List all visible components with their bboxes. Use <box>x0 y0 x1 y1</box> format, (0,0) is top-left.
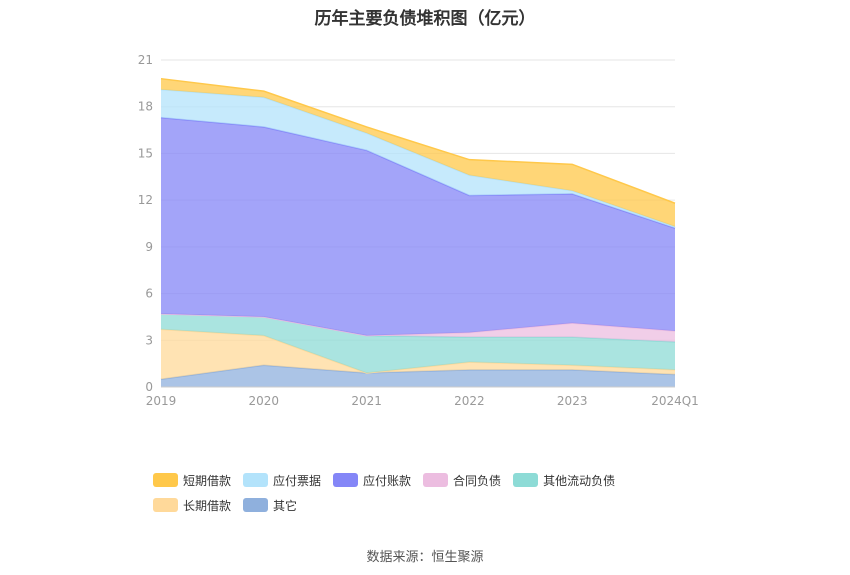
legend-item[interactable]: 合同负债 <box>423 473 502 488</box>
y-tick-label: 0 <box>145 380 153 394</box>
x-tick-label: 2023 <box>557 394 588 408</box>
axes: 0 3 6 9 12 15 18 21 2019 2020 2021 2022 2023 2024Q1 <box>138 53 699 408</box>
legend-item[interactable]: 其他流动负债 <box>513 473 616 488</box>
area-series-1 <box>161 329 675 380</box>
legend-item[interactable]: 其它 <box>243 498 298 513</box>
x-tick-label: 2019 <box>146 394 177 408</box>
legend-label: 短期借款 <box>183 473 232 488</box>
legend-swatch <box>423 473 449 487</box>
y-tick-label: 3 <box>145 333 153 347</box>
y-tick-label: 15 <box>138 146 153 160</box>
x-tick-label: 2020 <box>249 394 280 408</box>
area-series-line-6 <box>160 77 676 204</box>
x-tick-label: 2021 <box>351 394 382 408</box>
legend-item[interactable]: 长期借款 <box>153 498 232 513</box>
x-tick-label: 2024Q1 <box>651 394 699 408</box>
area-series-0 <box>161 365 675 387</box>
legend-swatch <box>153 473 178 487</box>
y-tick-label: 21 <box>138 53 153 67</box>
legend-label: 其他流动负债 <box>543 473 616 488</box>
data-source: 数据来源：恒生聚源 <box>366 550 484 565</box>
legend: 短期借款 应付票据 应付账款 合同负债 其他流动负债长期借款 其它 <box>153 472 713 522</box>
legend-swatch <box>333 473 359 487</box>
legend-item[interactable]: 应付票据 <box>243 473 322 488</box>
legend-label: 应付账款 <box>363 473 412 488</box>
legend-swatch <box>243 473 269 487</box>
area-series-5 <box>161 89 675 229</box>
chart-title: 历年主要负债堆积图（亿元） <box>314 9 536 29</box>
legend-swatch <box>243 498 269 512</box>
x-tick-label: 2022 <box>454 394 485 408</box>
area-series-2 <box>161 313 675 373</box>
legend-item[interactable]: 应付账款 <box>333 473 412 488</box>
legend-swatch <box>513 473 539 487</box>
area-series-3 <box>161 313 675 342</box>
area-series-4 <box>161 117 675 336</box>
legend-label: 合同负债 <box>453 473 502 488</box>
legend-label: 应付票据 <box>273 473 322 488</box>
area-series <box>160 77 676 387</box>
legend-label: 长期借款 <box>183 498 232 513</box>
legend-label: 其它 <box>273 498 298 513</box>
area-series-6 <box>161 78 675 227</box>
y-tick-label: 18 <box>138 100 153 114</box>
y-tick-label: 9 <box>145 240 153 254</box>
y-tick-label: 12 <box>138 193 153 207</box>
legend-item[interactable]: 短期借款 <box>153 473 232 488</box>
y-tick-label: 6 <box>145 287 153 301</box>
legend-swatch <box>153 498 178 512</box>
